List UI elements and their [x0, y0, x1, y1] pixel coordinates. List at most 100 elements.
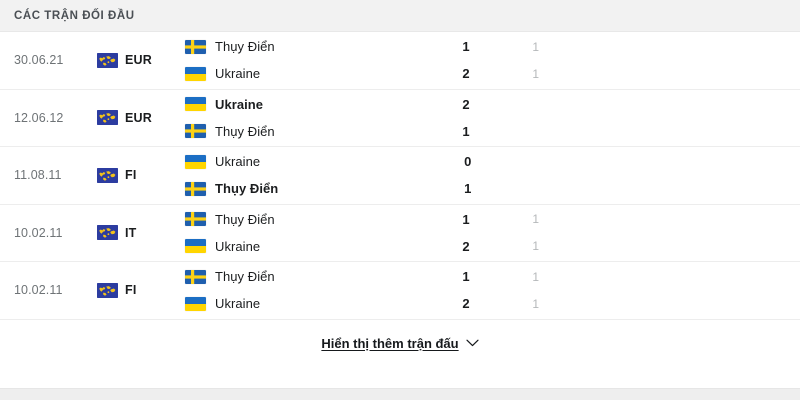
team-name-home: Ukraine — [215, 96, 264, 112]
team-name-home: Thụy Điển — [215, 269, 275, 285]
match-list: 30.06.21 EUR Thụy Điển Ukraine 1 2 1 1 12.06.12 E… — [0, 32, 800, 320]
halftime-score-home: 1 — [532, 269, 540, 284]
page-title: CÁC TRẬN ĐỐI ĐẦU — [14, 9, 135, 22]
match-date: 30.06.21 — [14, 53, 64, 68]
team-line-away: Thụy Điển — [185, 181, 464, 197]
bottom-divider-strip — [0, 388, 800, 400]
team-line-away: Ukraine — [185, 296, 462, 312]
match-row[interactable]: 11.08.11 FI Ukraine Thụy Điển 0 1 — [0, 147, 800, 205]
competition-label: EUR — [125, 53, 152, 68]
score-away: 1 — [464, 181, 472, 197]
score-away: 1 — [462, 123, 470, 139]
team-line-away: Thụy Điển — [185, 123, 462, 139]
halftime-score-home: 1 — [532, 39, 540, 54]
competition-label: FI — [125, 168, 137, 183]
match-row[interactable]: 30.06.21 EUR Thụy Điển Ukraine 1 2 1 1 — [0, 32, 800, 90]
team-name-home: Thụy Điển — [215, 211, 275, 227]
competition-label: EUR — [125, 110, 152, 125]
sweden-flag-icon — [185, 181, 206, 196]
show-more-matches-label: Hiển thị thêm trận đấu — [321, 335, 459, 351]
halftime-score-away: 1 — [532, 239, 540, 254]
team-line-away: Ukraine — [185, 238, 462, 254]
score-home: 0 — [464, 154, 472, 170]
team-line-away: Ukraine — [185, 66, 462, 82]
competition-cell[interactable]: FI — [97, 147, 185, 204]
ukraine-flag-icon — [185, 239, 206, 254]
halftime-score-away: 1 — [532, 296, 540, 311]
chevron-down-icon — [466, 339, 479, 347]
teams-cell: Ukraine Thụy Điển — [185, 147, 464, 204]
halftime-score-home — [534, 154, 614, 170]
ukraine-flag-icon — [185, 66, 206, 81]
teams-cell: Ukraine Thụy Điển — [185, 90, 462, 147]
score-home: 1 — [462, 39, 470, 55]
team-line-home: Thụy Điển — [185, 269, 462, 285]
team-name-home: Thụy Điển — [215, 39, 275, 55]
row-spacer — [612, 205, 800, 262]
match-date: 10.02.11 — [14, 283, 63, 298]
teams-cell: Thụy Điển Ukraine — [185, 32, 462, 89]
match-date: 11.08.11 — [14, 168, 62, 183]
row-spacer — [612, 32, 800, 89]
score-home: 2 — [462, 96, 470, 112]
sweden-flag-icon — [185, 124, 206, 139]
team-name-home: Ukraine — [215, 154, 261, 170]
ukraine-flag-icon — [185, 97, 206, 112]
competition-cell[interactable]: IT — [97, 205, 185, 262]
team-name-away: Ukraine — [215, 238, 261, 254]
globe-badge-icon — [97, 225, 118, 241]
match-row[interactable]: 10.02.11 IT Thụy Điển Ukraine 1 2 1 1 — [0, 204, 800, 262]
team-line-home: Thụy Điển — [185, 211, 462, 227]
score-away: 2 — [462, 238, 470, 254]
team-name-away: Thụy Điển — [215, 123, 275, 139]
sweden-flag-icon — [185, 269, 206, 284]
score-home: 1 — [462, 269, 470, 285]
row-spacer — [612, 262, 800, 319]
team-line-home: Ukraine — [185, 96, 462, 112]
halftime-cell — [532, 90, 612, 147]
team-name-away: Thụy Điển — [215, 181, 279, 197]
halftime-score-away — [534, 181, 614, 197]
team-line-home: Thụy Điển — [185, 39, 462, 55]
ukraine-flag-icon — [185, 296, 206, 311]
competition-cell[interactable]: FI — [97, 262, 185, 319]
halftime-score-home — [532, 96, 612, 112]
competition-cell[interactable]: EUR — [97, 32, 185, 89]
row-spacer — [614, 147, 800, 204]
globe-badge-icon — [97, 110, 118, 126]
halftime-cell — [534, 147, 614, 204]
team-name-away: Ukraine — [215, 296, 261, 312]
match-date: 12.06.12 — [14, 110, 64, 125]
ukraine-flag-icon — [185, 154, 206, 169]
competition-cell[interactable]: EUR — [97, 90, 185, 147]
halftime-score-away — [532, 123, 612, 139]
halftime-score-home: 1 — [532, 212, 540, 227]
halftime-score-away: 1 — [532, 66, 540, 81]
sweden-flag-icon — [185, 212, 206, 227]
sweden-flag-icon — [185, 39, 206, 54]
globe-badge-icon — [97, 52, 118, 68]
globe-badge-icon — [97, 167, 118, 183]
section-header: CÁC TRẬN ĐỐI ĐẦU — [0, 0, 800, 32]
competition-label: FI — [125, 283, 137, 298]
match-row[interactable]: 10.02.11 FI Thụy Điển Ukraine 1 2 1 1 — [0, 262, 800, 320]
globe-badge-icon — [97, 282, 118, 298]
match-row[interactable]: 12.06.12 EUR Ukraine Thụy Điển 2 1 — [0, 89, 800, 147]
match-date: 10.02.11 — [14, 225, 63, 240]
row-spacer — [612, 90, 800, 147]
show-more-container: Hiển thị thêm trận đấu — [0, 319, 800, 367]
team-name-away: Ukraine — [215, 66, 261, 82]
show-more-matches-link[interactable]: Hiển thị thêm trận đấu — [321, 335, 479, 351]
score-home: 1 — [462, 211, 470, 227]
score-away: 2 — [462, 296, 470, 312]
teams-cell: Thụy Điển Ukraine — [185, 262, 462, 319]
